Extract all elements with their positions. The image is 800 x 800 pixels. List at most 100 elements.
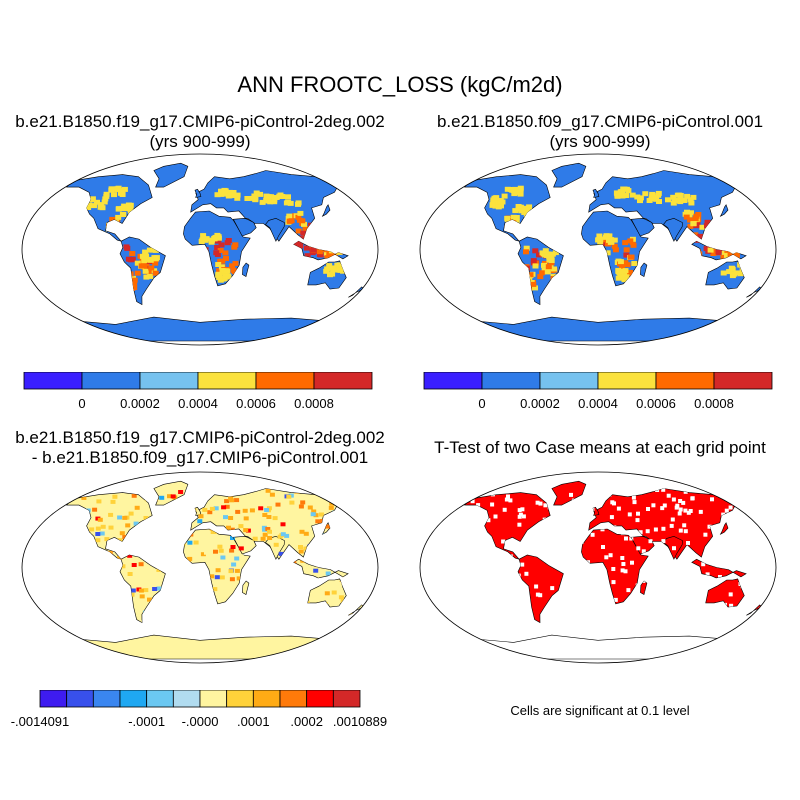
field-cell	[286, 213, 293, 219]
field-cell	[493, 195, 500, 201]
field-cell	[627, 269, 633, 275]
field-cell	[234, 195, 241, 201]
field-cell	[595, 237, 602, 243]
field-cell	[242, 508, 248, 513]
field-cell	[623, 186, 630, 192]
field-cell	[510, 188, 517, 193]
field-cell	[152, 260, 159, 266]
colorbar-label: 0.0006	[236, 396, 276, 411]
field-cell	[596, 233, 603, 239]
field-cell	[688, 210, 694, 216]
field-cell	[617, 189, 624, 195]
field-cell	[215, 271, 222, 277]
field-cell	[280, 532, 286, 537]
field-cell	[729, 266, 736, 272]
insignificant-cell	[669, 523, 674, 528]
insignificant-cell	[604, 555, 609, 560]
field-cell	[612, 247, 619, 253]
field-cell	[146, 247, 153, 253]
insignificant-cell	[476, 503, 481, 508]
continent-north-america	[464, 492, 551, 560]
field-cell	[134, 260, 141, 266]
field-cell	[221, 187, 228, 193]
continent-antarctica	[67, 316, 331, 342]
colorbar-label: 0.0004	[578, 396, 618, 411]
field-cell	[108, 525, 114, 530]
field-cell	[606, 237, 612, 243]
field-cell	[143, 260, 150, 266]
field-cell	[193, 540, 199, 545]
colorbar-label: .0001	[237, 714, 270, 729]
insignificant-cell	[590, 532, 595, 537]
field-cell	[530, 258, 537, 264]
field-cell	[257, 191, 264, 197]
field-cell	[230, 190, 237, 195]
insignificant-cell	[721, 512, 726, 517]
field-cell	[265, 198, 271, 204]
continent-antarctica	[465, 316, 729, 342]
field-cell	[299, 529, 305, 534]
colorbar-box	[139, 372, 199, 390]
field-cell	[108, 187, 115, 193]
field-cell	[670, 200, 677, 206]
field-cell	[117, 538, 123, 543]
field-cell	[329, 588, 335, 592]
field-cell	[653, 195, 659, 200]
insignificant-cell	[678, 507, 683, 512]
insignificant-cell	[610, 500, 615, 505]
field-cell	[324, 591, 330, 596]
field-cell	[542, 248, 549, 254]
field-cell	[280, 522, 286, 527]
field-cell	[682, 211, 689, 217]
field-cell	[229, 577, 235, 582]
field-cell	[152, 270, 159, 276]
field-cell	[303, 546, 309, 551]
insignificant-cell	[636, 511, 640, 516]
field-cell	[235, 509, 241, 514]
field-cell	[676, 197, 683, 203]
field-cell	[288, 218, 295, 224]
field-cell	[324, 255, 331, 261]
insignificant-cell	[486, 518, 491, 523]
continent-southeast-asia	[691, 558, 747, 579]
field-cell	[284, 533, 290, 538]
field-cell	[525, 207, 532, 213]
field-cell	[623, 252, 630, 258]
continent-africa	[581, 528, 649, 605]
field-cell	[297, 210, 304, 216]
field-cell	[95, 532, 101, 536]
colorbar-box	[713, 372, 773, 390]
map-outline	[21, 153, 379, 346]
colorbar-label: 0	[478, 396, 485, 411]
field-cell	[218, 191, 225, 197]
field-cell	[244, 196, 251, 201]
field-cell	[517, 187, 524, 193]
field-cell	[630, 242, 637, 248]
field-cell	[147, 597, 152, 602]
field-cell	[110, 499, 116, 504]
colorbar-label: .0010889	[333, 714, 387, 729]
field-cell	[143, 588, 149, 593]
field-cell	[212, 587, 218, 592]
field-cell	[226, 189, 233, 195]
insignificant-cell	[701, 562, 706, 567]
colorbar-box	[279, 690, 308, 708]
colorbar-box	[655, 372, 715, 390]
map-case2	[419, 153, 777, 346]
field-cell	[262, 532, 268, 537]
panel-title-case1-line1: b.e21.B1850.f19_g17.CMIP6-piControl-2deg…	[15, 112, 385, 131]
land-layer	[66, 162, 365, 342]
field-cell	[603, 234, 610, 240]
continent-greenland	[551, 162, 587, 188]
field-cell	[726, 269, 733, 275]
field-cell	[551, 266, 557, 272]
field-cell	[693, 213, 700, 219]
field-cell	[125, 202, 132, 208]
field-cell	[490, 199, 497, 205]
field-cell	[218, 264, 225, 270]
insignificant-cell	[675, 503, 680, 508]
insignificant-cell	[616, 506, 621, 511]
field-cell	[544, 269, 551, 275]
field-cell	[266, 515, 272, 519]
continent-australia	[705, 578, 745, 608]
